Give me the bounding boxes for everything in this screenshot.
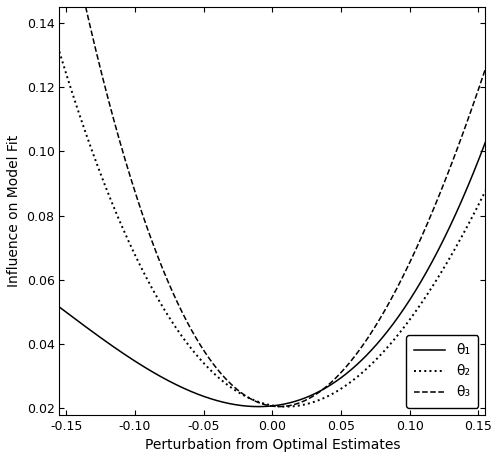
θ₁ — [470, 170, 476, 176]
θ₁ — [252, 404, 258, 409]
θ₃ — [264, 403, 270, 408]
θ₃ — [252, 398, 258, 404]
θ₁ — [470, 171, 476, 177]
θ₃ — [470, 102, 476, 108]
θ₁ — [264, 403, 270, 409]
θ₁ — [78, 320, 84, 326]
θ₁ — [392, 319, 398, 324]
θ₃ — [276, 404, 282, 409]
θ₂ — [392, 336, 398, 341]
θ₂ — [78, 117, 84, 123]
θ₂ — [264, 402, 270, 407]
θ₂ — [252, 398, 258, 403]
θ₃ — [392, 289, 398, 295]
Line: θ₂: θ₂ — [60, 51, 486, 407]
Y-axis label: Influence on Model Fit: Influence on Model Fit — [7, 134, 21, 287]
θ₁ — [256, 404, 262, 409]
θ₂ — [283, 404, 289, 409]
X-axis label: Perturbation from Optimal Estimates: Perturbation from Optimal Estimates — [144, 438, 400, 452]
Line: θ₁: θ₁ — [60, 142, 486, 407]
θ₂ — [56, 49, 62, 54]
θ₃ — [482, 66, 488, 72]
θ₃ — [470, 102, 476, 107]
θ₂ — [482, 188, 488, 194]
θ₁ — [56, 304, 62, 310]
θ₂ — [470, 213, 476, 218]
Line: θ₃: θ₃ — [60, 0, 486, 407]
θ₂ — [470, 213, 476, 218]
θ₁ — [482, 140, 488, 145]
Legend: θ₁, θ₂, θ₃: θ₁, θ₂, θ₃ — [406, 335, 478, 408]
